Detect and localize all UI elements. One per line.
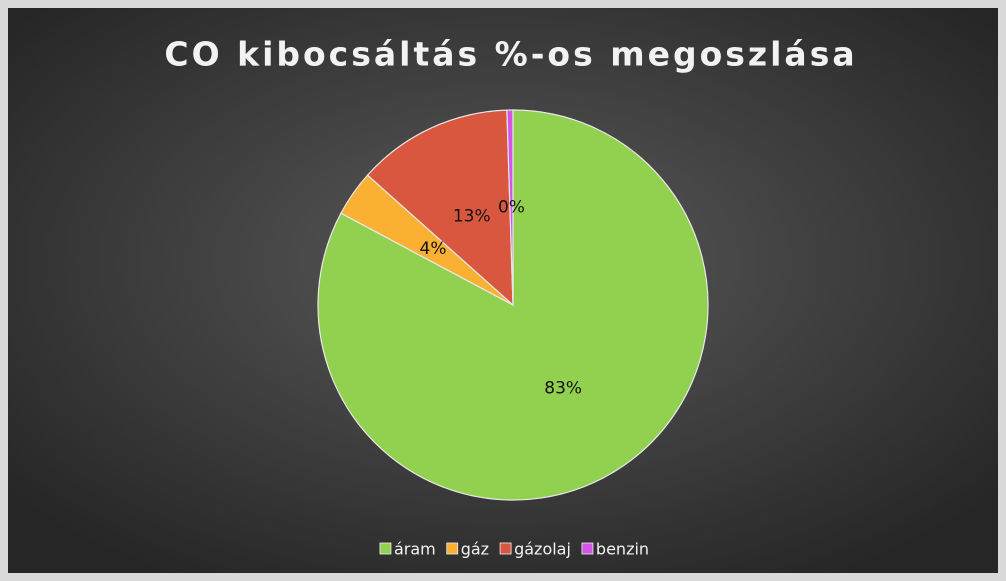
chart-title: CO kibocsáltás %-os megoszlása xyxy=(164,35,857,74)
data-label: 83% xyxy=(544,379,582,399)
legend-label: gáz xyxy=(461,540,489,559)
legend-label: áram xyxy=(394,540,436,559)
legend-label: gázolaj xyxy=(514,540,571,559)
data-label: 0% xyxy=(498,198,525,218)
legend-swatch xyxy=(499,542,512,555)
data-label: 4% xyxy=(420,239,447,259)
data-label: 13% xyxy=(453,207,491,227)
pie-slice xyxy=(506,109,514,306)
legend-swatch xyxy=(446,542,459,555)
pie-slice xyxy=(366,109,514,307)
legend-swatch xyxy=(581,542,594,555)
legend-label: benzin xyxy=(596,540,649,559)
legend-swatch xyxy=(379,542,392,555)
